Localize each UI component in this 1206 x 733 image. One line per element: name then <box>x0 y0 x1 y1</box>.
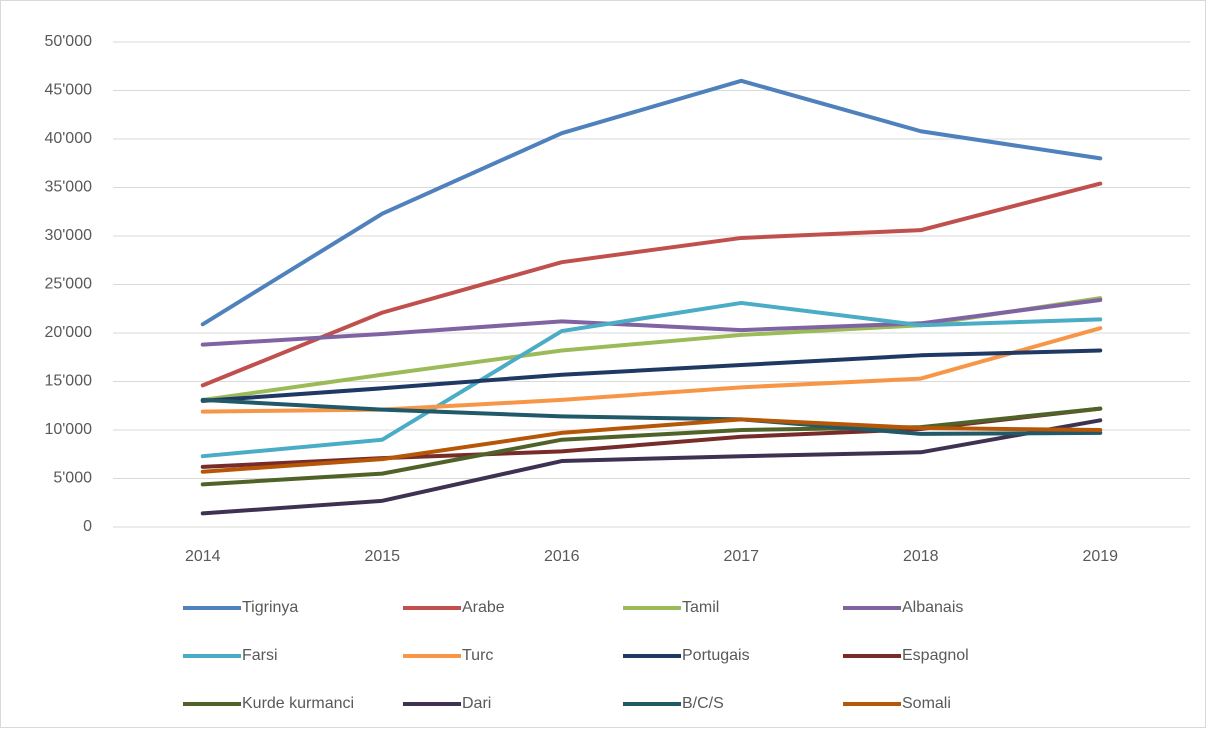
y-tick-label: 0 <box>83 518 92 535</box>
y-tick-label: 40'000 <box>44 130 92 147</box>
legend-label: Espagnol <box>902 647 969 664</box>
x-tick-label: 2019 <box>1082 548 1118 565</box>
x-tick-label: 2014 <box>185 548 221 565</box>
y-tick-label: 20'000 <box>44 324 92 341</box>
legend-label: Tamil <box>682 599 719 616</box>
legend-label: Dari <box>462 695 491 712</box>
series-line <box>200 418 1103 516</box>
y-tick-label: 45'000 <box>44 82 92 99</box>
x-tick-label: 2015 <box>364 548 400 565</box>
series-line <box>200 181 1103 388</box>
legend-label: Portugais <box>682 647 750 664</box>
legend-label: Farsi <box>242 647 278 664</box>
x-tick-label: 2016 <box>544 548 580 565</box>
series-line <box>200 78 1103 327</box>
series-line <box>200 397 1103 436</box>
legend-label: Albanais <box>902 599 963 616</box>
y-tick-label: 30'000 <box>44 227 92 244</box>
y-tick-label: 5'000 <box>53 470 92 487</box>
legend-label: Tigrinya <box>242 599 298 616</box>
legend-label: Kurde kurmanci <box>242 695 354 712</box>
y-tick-label: 35'000 <box>44 179 92 196</box>
legend-label: Turc <box>462 647 493 664</box>
y-tick-label: 25'000 <box>44 276 92 293</box>
y-tick-label: 15'000 <box>44 373 92 390</box>
y-tick-label: 10'000 <box>44 421 92 438</box>
series-line <box>200 298 1103 347</box>
legend-label: B/C/S <box>682 695 724 712</box>
series-line <box>200 348 1103 403</box>
series-line <box>200 417 1103 474</box>
legend-label: Somali <box>902 695 951 712</box>
legend-label: Arabe <box>462 599 505 616</box>
y-tick-label: 50'000 <box>44 33 92 50</box>
x-tick-label: 2017 <box>723 548 759 565</box>
series-line <box>200 406 1103 487</box>
series-line <box>200 300 1103 459</box>
x-tick-label: 2018 <box>903 548 939 565</box>
